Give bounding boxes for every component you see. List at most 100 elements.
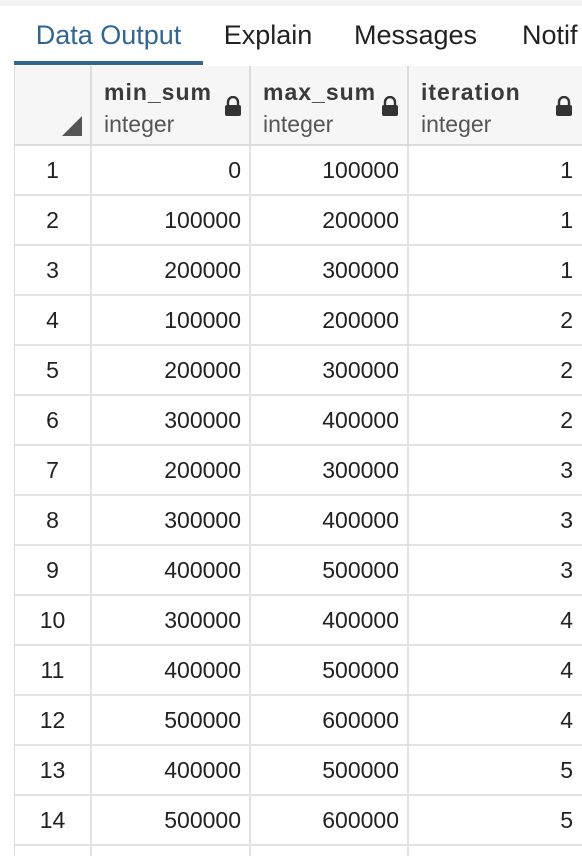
cell-min-sum[interactable]: 500000 xyxy=(92,696,251,744)
cell-min-sum[interactable]: 200000 xyxy=(92,346,251,394)
cell-min-sum[interactable]: 0 xyxy=(92,146,251,194)
cell-max-sum[interactable]: 200000 xyxy=(251,196,409,244)
table-row[interactable]: 3 200000 300000 1 xyxy=(15,246,582,296)
row-number-cell[interactable]: 1 xyxy=(15,146,92,194)
table-row[interactable]: 8 300000 400000 3 xyxy=(15,496,582,546)
column-type: integer xyxy=(104,111,175,137)
table-row[interactable]: 1 0 100000 1 xyxy=(15,146,582,196)
table-row[interactable]: 9 400000 500000 3 xyxy=(15,546,582,596)
cell-iteration[interactable] xyxy=(409,846,582,856)
column-type: integer xyxy=(263,111,334,137)
table-row[interactable]: 6 300000 400000 2 xyxy=(15,396,582,446)
row-number-cell[interactable]: 9 xyxy=(15,546,92,594)
lock-icon xyxy=(556,96,572,116)
cell-min-sum[interactable]: 400000 xyxy=(92,746,251,794)
table-row[interactable]: 11 400000 500000 4 xyxy=(15,646,582,696)
cell-iteration[interactable]: 1 xyxy=(560,257,573,283)
result-tabs: Data Output Explain Messages Notif xyxy=(14,6,582,67)
lock-icon xyxy=(382,96,398,116)
column-name: max_sum xyxy=(263,79,377,105)
cell-max-sum[interactable]: 500000 xyxy=(251,746,409,794)
row-number-cell[interactable]: 8 xyxy=(15,496,92,544)
table-row[interactable] xyxy=(15,846,582,856)
cell-min-sum[interactable]: 100000 xyxy=(92,296,251,344)
cell-min-sum[interactable]: 400000 xyxy=(92,646,251,694)
table-row[interactable]: 7 200000 300000 3 xyxy=(15,446,582,496)
row-number-cell[interactable]: 12 xyxy=(15,696,92,744)
cell-iteration[interactable]: 3 xyxy=(560,557,573,583)
grid-header: min_sum integer max_sum integer iteratio… xyxy=(15,66,582,146)
cell-max-sum[interactable]: 300000 xyxy=(251,246,409,294)
row-number-cell[interactable] xyxy=(15,846,92,856)
column-header-min-sum[interactable]: min_sum integer xyxy=(92,66,251,144)
cell-min-sum[interactable]: 300000 xyxy=(92,496,251,544)
active-tab-indicator xyxy=(14,61,203,65)
table-row[interactable]: 12 500000 600000 4 xyxy=(15,696,582,746)
table-row[interactable]: 13 400000 500000 5 xyxy=(15,746,582,796)
panel-top-strip xyxy=(0,0,582,6)
cell-iteration[interactable]: 3 xyxy=(560,457,573,483)
cell-max-sum[interactable]: 100000 xyxy=(251,146,409,194)
cell-max-sum[interactable]: 200000 xyxy=(251,296,409,344)
cell-max-sum[interactable] xyxy=(251,846,409,856)
grid-rows: 1 0 100000 1 2 100000 200000 1 3 200000 300000 1 4 10… xyxy=(15,146,582,856)
cell-iteration[interactable]: 5 xyxy=(560,757,573,783)
row-number-cell[interactable]: 4 xyxy=(15,296,92,344)
cell-iteration[interactable]: 4 xyxy=(560,657,573,683)
table-row[interactable]: 10 300000 400000 4 xyxy=(15,596,582,646)
table-row[interactable]: 2 100000 200000 1 xyxy=(15,196,582,246)
cell-max-sum[interactable]: 400000 xyxy=(251,396,409,444)
column-type: integer xyxy=(421,111,492,137)
cell-min-sum[interactable]: 300000 xyxy=(92,596,251,644)
cell-iteration[interactable]: 4 xyxy=(560,607,573,633)
row-number-cell[interactable]: 7 xyxy=(15,446,92,494)
tab-notifications[interactable]: Notif xyxy=(522,20,578,50)
table-row[interactable]: 5 200000 300000 2 xyxy=(15,346,582,396)
cell-min-sum[interactable]: 200000 xyxy=(92,246,251,294)
cell-min-sum[interactable] xyxy=(92,846,251,856)
cell-max-sum[interactable]: 400000 xyxy=(251,596,409,644)
row-number-cell[interactable]: 10 xyxy=(15,596,92,644)
cell-iteration[interactable]: 1 xyxy=(560,207,573,233)
row-number-cell[interactable]: 14 xyxy=(15,796,92,844)
row-number-cell[interactable]: 5 xyxy=(15,346,92,394)
row-number-cell[interactable]: 13 xyxy=(15,746,92,794)
select-all-corner[interactable] xyxy=(15,66,92,144)
cell-min-sum[interactable]: 300000 xyxy=(92,396,251,444)
cell-min-sum[interactable]: 400000 xyxy=(92,546,251,594)
tab-messages[interactable]: Messages xyxy=(353,20,478,50)
cell-iteration[interactable]: 2 xyxy=(560,357,573,383)
cell-min-sum[interactable]: 100000 xyxy=(92,196,251,244)
cell-iteration[interactable]: 1 xyxy=(560,157,573,183)
column-name: iteration xyxy=(421,79,521,105)
cell-min-sum[interactable]: 200000 xyxy=(92,446,251,494)
table-row[interactable]: 14 500000 600000 5 xyxy=(15,796,582,846)
cell-max-sum[interactable]: 300000 xyxy=(251,346,409,394)
row-number-cell[interactable]: 11 xyxy=(15,646,92,694)
lock-icon xyxy=(225,96,241,116)
cell-max-sum[interactable]: 600000 xyxy=(251,696,409,744)
cell-max-sum[interactable]: 500000 xyxy=(251,646,409,694)
tab-explain[interactable]: Explain xyxy=(223,20,313,50)
column-header-max-sum[interactable]: max_sum integer xyxy=(251,66,409,144)
cell-max-sum[interactable]: 300000 xyxy=(251,446,409,494)
table-row[interactable]: 4 100000 200000 2 xyxy=(15,296,582,346)
column-header-iteration[interactable]: iteration integer xyxy=(409,66,582,144)
cell-min-sum[interactable]: 500000 xyxy=(92,796,251,844)
cell-iteration[interactable]: 5 xyxy=(560,807,573,833)
cell-max-sum[interactable]: 600000 xyxy=(251,796,409,844)
select-all-icon xyxy=(62,116,82,136)
column-name: min_sum xyxy=(104,79,212,105)
cell-iteration[interactable]: 3 xyxy=(560,507,573,533)
row-number-cell[interactable]: 6 xyxy=(15,396,92,444)
cell-max-sum[interactable]: 500000 xyxy=(251,546,409,594)
cell-iteration[interactable]: 4 xyxy=(560,707,573,733)
cell-iteration[interactable]: 2 xyxy=(560,407,573,433)
tab-data-output[interactable]: Data Output xyxy=(35,20,182,50)
row-number-cell[interactable]: 2 xyxy=(15,196,92,244)
cell-max-sum[interactable]: 400000 xyxy=(251,496,409,544)
data-grid: min_sum integer max_sum integer iteratio… xyxy=(14,66,582,856)
row-number-cell[interactable]: 3 xyxy=(15,246,92,294)
cell-iteration[interactable]: 2 xyxy=(560,307,573,333)
